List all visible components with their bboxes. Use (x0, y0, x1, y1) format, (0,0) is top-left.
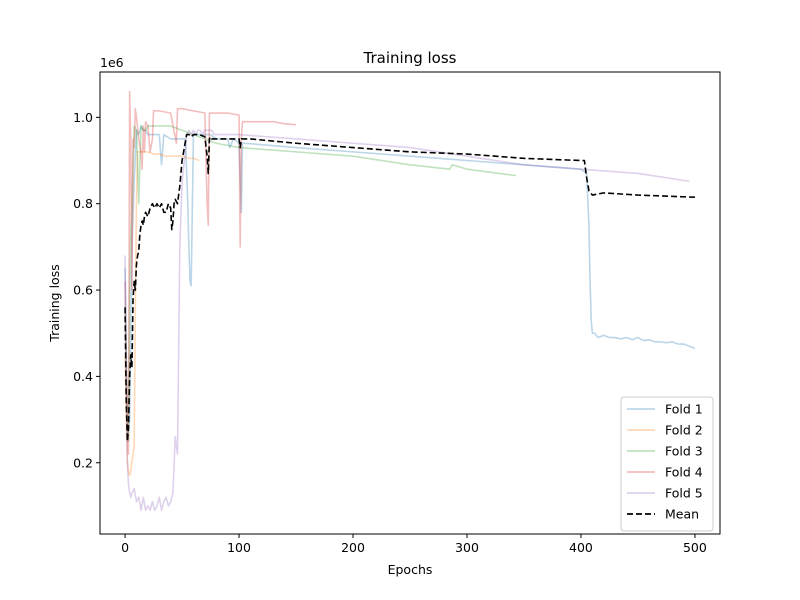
x-tick-label: 100 (227, 540, 251, 555)
x-axis: 0 100 200 300 400 500 (121, 534, 707, 555)
y-tick-label: 0.2 (73, 455, 93, 470)
y-tick-label: 0.6 (73, 283, 93, 298)
legend-label: Fold 2 (665, 423, 703, 438)
legend-box (620, 396, 714, 532)
chart-title: Training loss (363, 49, 457, 67)
series-line-fold-5 (124, 129, 690, 512)
x-tick-label: 0 (121, 540, 129, 555)
plot-area (124, 90, 696, 512)
legend-label: Fold 4 (665, 465, 703, 480)
x-tick-label: 500 (683, 540, 707, 555)
x-tick-label: 200 (341, 540, 365, 555)
legend-label: Mean (665, 507, 699, 522)
y-axis-label: Training loss (47, 264, 62, 342)
series-line-fold-2 (124, 151, 200, 477)
series-line-mean (124, 133, 695, 442)
series-line-fold-1 (124, 125, 696, 442)
axes-frame (99, 71, 721, 535)
series-line-fold-4 (124, 90, 297, 455)
y-tick-label: 1.0 (73, 110, 93, 125)
y-offset-text: 1e6 (100, 55, 124, 70)
series-line-fold-3 (124, 125, 517, 442)
legend-label: Fold 3 (665, 444, 703, 459)
x-tick-label: 300 (455, 540, 479, 555)
legend-label: Fold 5 (665, 486, 703, 501)
legend: Fold 1 Fold 2 Fold 3 Fold 4 Fold 5 Mean (620, 396, 714, 532)
x-axis-label: Epochs (388, 562, 433, 577)
y-tick-label: 0.4 (73, 369, 93, 384)
x-tick-label: 400 (569, 540, 593, 555)
y-tick-label: 0.8 (73, 196, 93, 211)
legend-label: Fold 1 (665, 402, 703, 417)
y-axis: 0.2 0.4 0.6 0.8 1.0 (73, 110, 100, 470)
